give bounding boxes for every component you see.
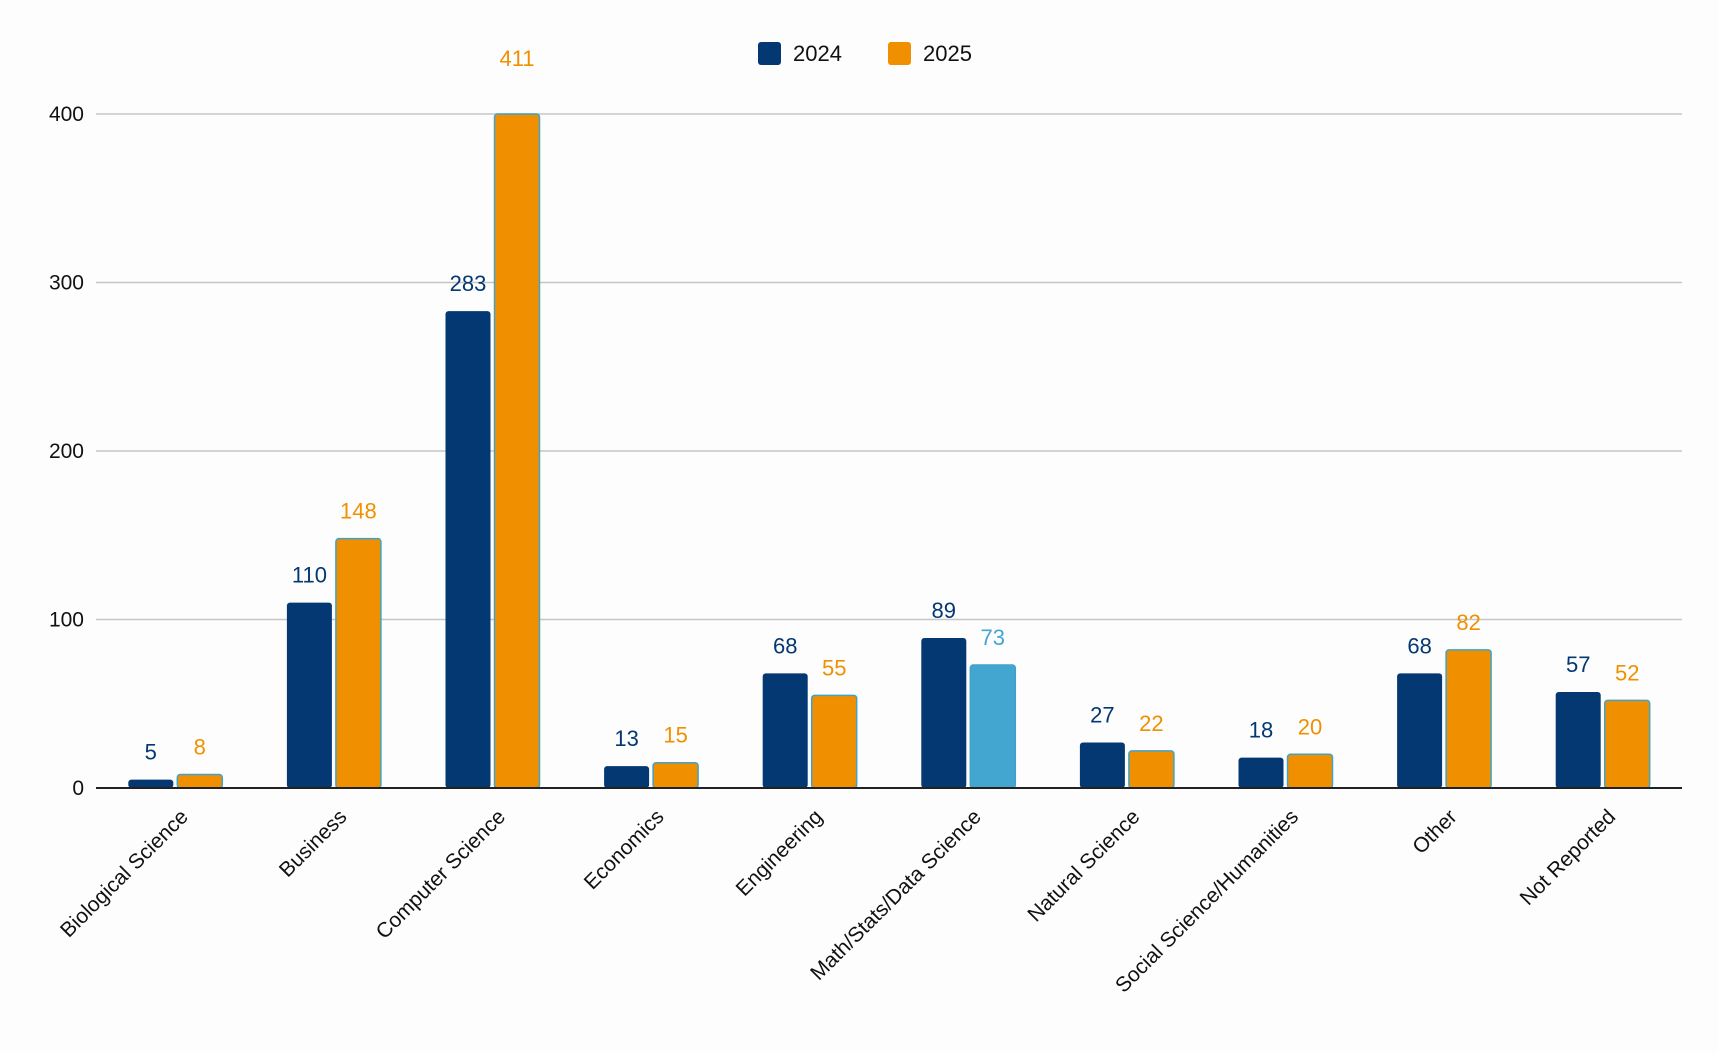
data-label-2024: 89 bbox=[932, 598, 956, 623]
x-category-label: Computer Science bbox=[372, 805, 510, 943]
x-category-label: Business bbox=[275, 805, 352, 882]
y-tick-label: 100 bbox=[49, 609, 84, 632]
data-label-2025: 15 bbox=[663, 723, 687, 748]
legend: 2024 2025 bbox=[758, 41, 972, 66]
data-label-2024: 27 bbox=[1090, 703, 1114, 728]
bar-2024 bbox=[763, 673, 808, 788]
bar-2024 bbox=[604, 766, 649, 788]
data-label-2024: 57 bbox=[1566, 652, 1590, 677]
data-label-2024: 68 bbox=[773, 633, 797, 658]
data-label-2025: 52 bbox=[1615, 660, 1639, 685]
bar-2024 bbox=[287, 603, 332, 788]
x-category-label: Math/Stats/Data Science bbox=[806, 805, 986, 985]
x-category-label: Biological Science bbox=[56, 805, 193, 942]
data-label-2024: 110 bbox=[292, 563, 327, 588]
data-label-2025: 55 bbox=[822, 655, 846, 680]
data-label-2024: 18 bbox=[1249, 718, 1273, 743]
legend-label: 2025 bbox=[923, 41, 972, 66]
bar-2025 bbox=[1446, 650, 1491, 788]
bar-2024 bbox=[1080, 743, 1125, 788]
x-category-label: Not Reported bbox=[1516, 805, 1621, 910]
legend-swatch-2025 bbox=[888, 42, 911, 65]
data-label-2024: 283 bbox=[450, 271, 487, 296]
data-label-2025: 20 bbox=[1298, 714, 1322, 739]
data-label-2025: 82 bbox=[1456, 610, 1480, 635]
bar-2025 bbox=[970, 665, 1015, 788]
bar-2025 bbox=[1288, 754, 1333, 788]
data-label-2025: 8 bbox=[194, 735, 206, 760]
bar-2025 bbox=[1129, 751, 1174, 788]
data-label-2024: 13 bbox=[614, 726, 638, 751]
x-axis-categories: Biological Science Business Computer Scien… bbox=[56, 805, 1620, 997]
bar-2025 bbox=[653, 763, 698, 788]
bar-2024 bbox=[1397, 673, 1442, 788]
bar-2025 bbox=[495, 114, 540, 788]
data-label-2025: 148 bbox=[340, 499, 377, 524]
bar-2024 bbox=[921, 638, 966, 788]
bar-2024 bbox=[1239, 758, 1284, 788]
bar-2024 bbox=[128, 780, 173, 788]
x-category-label: Engineering bbox=[732, 805, 828, 901]
y-tick-label: 300 bbox=[49, 272, 84, 295]
legend-label: 2024 bbox=[793, 41, 842, 66]
data-label-2025: 22 bbox=[1139, 711, 1163, 736]
y-tick-label: 400 bbox=[49, 103, 84, 126]
gridlines bbox=[96, 114, 1682, 620]
x-category-label: Natural Science bbox=[1023, 805, 1144, 926]
bar-2025 bbox=[177, 775, 222, 788]
data-label-2025: 73 bbox=[981, 625, 1005, 650]
bar-2025 bbox=[336, 539, 381, 788]
y-tick-label: 0 bbox=[72, 777, 84, 800]
data-label-2024: 5 bbox=[145, 740, 157, 765]
y-tick-label: 200 bbox=[49, 440, 84, 463]
x-category-label: Social Science/Humanities bbox=[1111, 805, 1303, 997]
legend-swatch-2024 bbox=[758, 42, 781, 65]
x-category-label: Other bbox=[1408, 805, 1461, 858]
data-label-2025: 411 bbox=[499, 46, 534, 71]
bar-2024 bbox=[446, 311, 491, 788]
bar-2025 bbox=[1605, 700, 1650, 788]
bar-2024 bbox=[1556, 692, 1601, 788]
data-label-2024: 68 bbox=[1407, 633, 1431, 658]
bar-2025 bbox=[812, 695, 857, 788]
x-category-label: Economics bbox=[580, 805, 669, 894]
y-axis-ticks: 0 100 200 300 400 bbox=[49, 103, 84, 800]
